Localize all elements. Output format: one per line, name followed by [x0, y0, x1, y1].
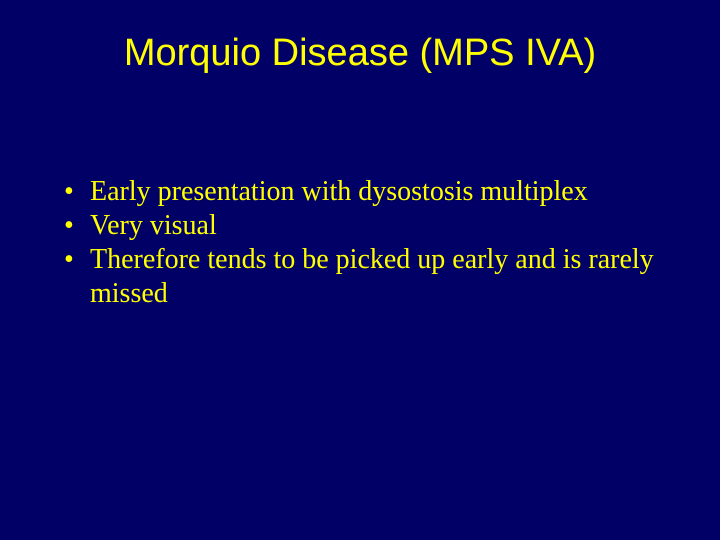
slide-container: Morquio Disease (MPS IVA) Early presenta…	[0, 0, 720, 540]
slide-title: Morquio Disease (MPS IVA)	[50, 32, 670, 75]
bullet-list: Early presentation with dysostosis multi…	[50, 175, 670, 312]
list-item: Very visual	[64, 209, 670, 243]
list-item: Therefore tends to be picked up early an…	[64, 243, 670, 311]
list-item: Early presentation with dysostosis multi…	[64, 175, 670, 209]
